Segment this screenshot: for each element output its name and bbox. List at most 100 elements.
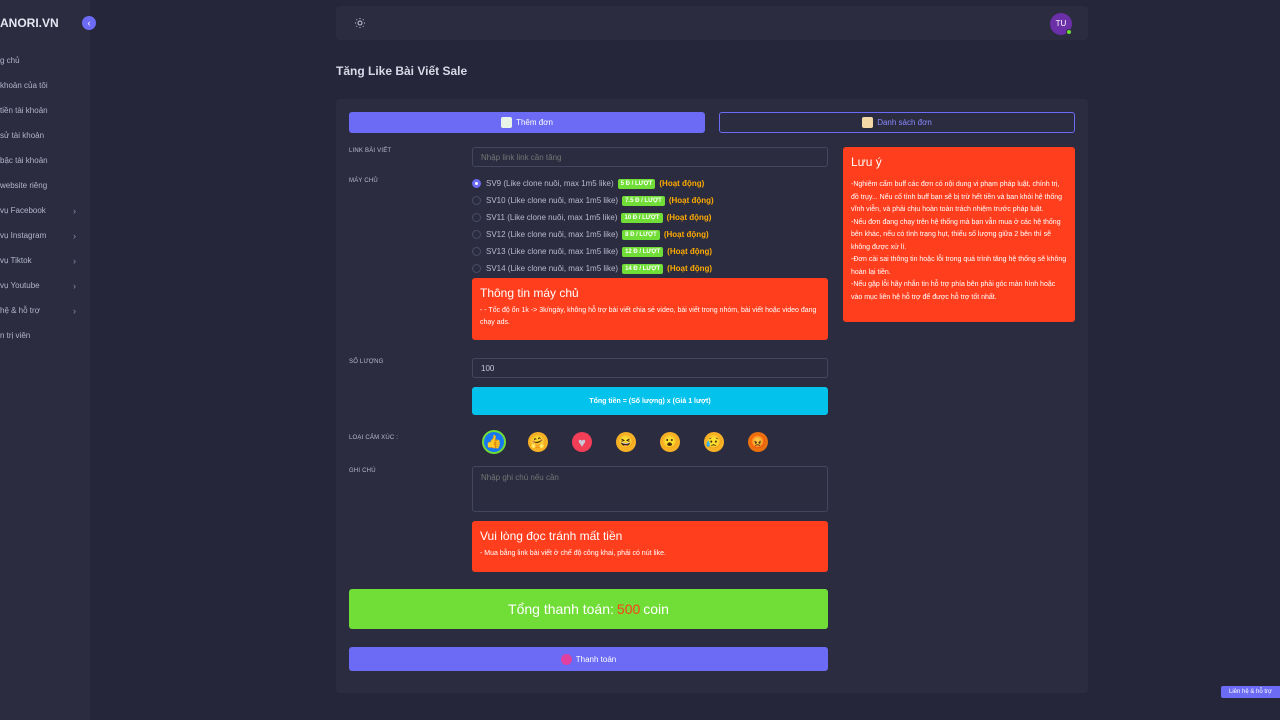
chevron-right-icon: › [73,230,76,241]
brand-logo[interactable]: ANORI.VN [0,16,59,30]
help-button[interactable]: Liên hệ & hỗ trợ [1221,686,1280,698]
quantity-input[interactable]: 100 [472,358,828,378]
order-icon [501,117,513,128]
server-name: SV10 (Like clone nuôi, max 1m5 like) [486,196,619,205]
sidebar-item-label: vụ Facebook [0,206,46,215]
pay-button-label: Thanh toán [575,654,617,664]
reaction-haha-icon[interactable]: 😆 [616,432,636,452]
chevron-right-icon: › [73,205,76,216]
server-list: SV9 (Like clone nuôi, max 1m5 like) 5 Đ /… [472,175,828,277]
quantity-label: SỐ LƯỢNG [349,359,384,365]
pay-button[interactable]: Thanh toán [349,647,828,671]
radio-button[interactable] [472,264,481,273]
sidebar-item-label: vụ Youtube [0,281,40,290]
sidebar-item[interactable]: website riêng [0,173,90,198]
sidebar: ANORI.VN g chủ khoản của tôi tiền tài khoả… [0,0,90,720]
server-info-box: Thông tin máy chủ - - Tốc độ ổn 1k -> 3k… [472,278,828,340]
server-info-title: Thông tin máy chủ [480,286,579,300]
sidebar-item-label: sử tài khoản [0,131,45,140]
radio-button[interactable] [472,179,481,188]
sidebar-item-label: g chủ [0,56,20,65]
sidebar-item[interactable]: sử tài khoản [0,123,90,148]
note-textarea[interactable] [472,466,828,512]
radio-button[interactable] [472,230,481,239]
server-name: SV11 (Like clone nuôi, max 1m5 like) [486,213,618,222]
server-option[interactable]: SV14 (Like clone nuôi, max 1m5 like) 14 Đ… [472,260,828,277]
notice-line: -Nghiêm cấm buff các đơn có nội dung vi … [851,181,1063,213]
server-status: (Hoạt động) [663,230,709,239]
server-option[interactable]: SV13 (Like clone nuôi, max 1m5 like) 12 Đ… [472,243,828,260]
sidebar-item[interactable]: vụ Tiktok › [0,248,90,273]
server-option[interactable]: SV12 (Like clone nuôi, max 1m5 like) 8 Đ … [472,226,828,243]
warning-text: - Mua bằng link bài viết ở chế độ công k… [480,550,666,557]
reaction-like-icon[interactable]: 👍 [484,432,504,452]
server-status: (Hoạt động) [668,196,714,205]
link-input[interactable] [472,147,828,167]
radio-button[interactable] [472,213,481,222]
server-status: (Hoạt động) [666,213,712,222]
reaction-love-icon[interactable]: ♥ [572,432,592,452]
sidebar-item[interactable]: hệ & hỗ trợ › [0,298,90,323]
server-option[interactable]: SV11 (Like clone nuôi, max 1m5 like) 10 Đ… [472,209,828,226]
cart-icon [560,653,572,665]
chevron-right-icon: › [73,280,76,291]
reaction-wow-icon[interactable]: 😮 [660,432,680,452]
sidebar-item-label: bậc tài khoản [0,156,48,165]
server-option[interactable]: SV10 (Like clone nuôi, max 1m5 like) 7.5 … [472,192,828,209]
tab-add-order-label: Thêm đơn [516,118,553,127]
grand-total-unit: coin [643,601,669,617]
collapse-sidebar-icon[interactable]: ‹ [82,16,96,30]
radio-button[interactable] [472,196,481,205]
notice-line: -Đơn cài sai thông tin hoặc lỗi trong qu… [851,256,1067,276]
grand-total-bar: Tổng thanh toán: 500 coin [349,589,828,629]
notice-box: Lưu ý -Nghiêm cấm buff các đơn có nội du… [843,147,1075,322]
radio-button[interactable] [472,247,481,256]
tab-order-list-label: Danh sách đơn [877,118,932,127]
order-card: Thêm đơn Danh sách đơn LINK BÀI VIẾT MÁY… [336,99,1088,693]
page-title: Tăng Like Bài Viết Sale [336,64,468,78]
sidebar-item[interactable]: vụ Youtube › [0,273,90,298]
sidebar-item-label: khoản của tôi [0,81,48,90]
sidebar-item-label: vụ Tiktok [0,256,32,265]
sidebar-item[interactable]: n trị viên [0,323,90,348]
server-name: SV14 (Like clone nuôi, max 1m5 like) [486,264,619,273]
price-badge: 10 Đ / LƯỢT [621,212,663,223]
sidebar-item[interactable]: g chủ [0,48,90,73]
tab-add-order[interactable]: Thêm đơn [349,112,705,133]
price-badge: 14 Đ / LƯỢT [622,263,664,274]
server-name: SV13 (Like clone nuôi, max 1m5 like) [486,247,619,256]
note-label: GHI CHÚ [349,468,376,474]
sidebar-item[interactable]: bậc tài khoản [0,148,90,173]
sidebar-menu: g chủ khoản của tôi tiền tài khoản sử tài k… [0,48,90,348]
server-name: SV9 (Like clone nuôi, max 1m5 like) [486,179,614,188]
server-status: (Hoạt động) [667,247,713,256]
reaction-angry-icon[interactable]: 😡 [748,432,768,452]
sidebar-item-label: vụ Instagram [0,231,47,240]
sidebar-item[interactable]: khoản của tôi [0,73,90,98]
sidebar-item[interactable]: vụ Facebook › [0,198,90,223]
server-status: (Hoạt động) [667,264,713,273]
sun-icon[interactable] [354,17,366,29]
sidebar-item[interactable]: vụ Instagram › [0,223,90,248]
chevron-right-icon: › [73,305,76,316]
notice-title: Lưu ý [851,155,882,169]
reaction-sad-icon[interactable]: 😥 [704,432,724,452]
server-info-text: - - Tốc độ ổn 1k -> 3k/ngày, không hỗ tr… [480,307,817,326]
price-badge: 12 Đ / LƯỢT [622,246,664,257]
tab-order-list[interactable]: Danh sách đơn [719,112,1075,133]
server-status: (Hoạt động) [659,179,705,188]
topbar: TU [336,6,1088,40]
chevron-right-icon: › [73,255,76,266]
server-label: MÁY CHỦ [349,178,378,184]
sidebar-item[interactable]: tiền tài khoản [0,98,90,123]
reaction-label: LOẠI CẢM XÚC : [349,435,399,441]
grand-total-amount: 500 [616,601,641,617]
server-option[interactable]: SV9 (Like clone nuôi, max 1m5 like) 5 Đ /… [472,175,828,192]
price-badge: 8 Đ / LƯỢT [622,229,660,240]
reaction-care-icon[interactable]: 🤗 [528,432,548,452]
online-status-dot [1066,29,1072,35]
sidebar-item-label: website riêng [0,181,48,190]
notice-line: -Nếu đơn đang chạy trên hệ thống mà bạn … [851,218,1061,251]
grand-total-prefix: Tổng thanh toán: [508,601,614,617]
sidebar-item-label: hệ & hỗ trợ [0,306,40,315]
